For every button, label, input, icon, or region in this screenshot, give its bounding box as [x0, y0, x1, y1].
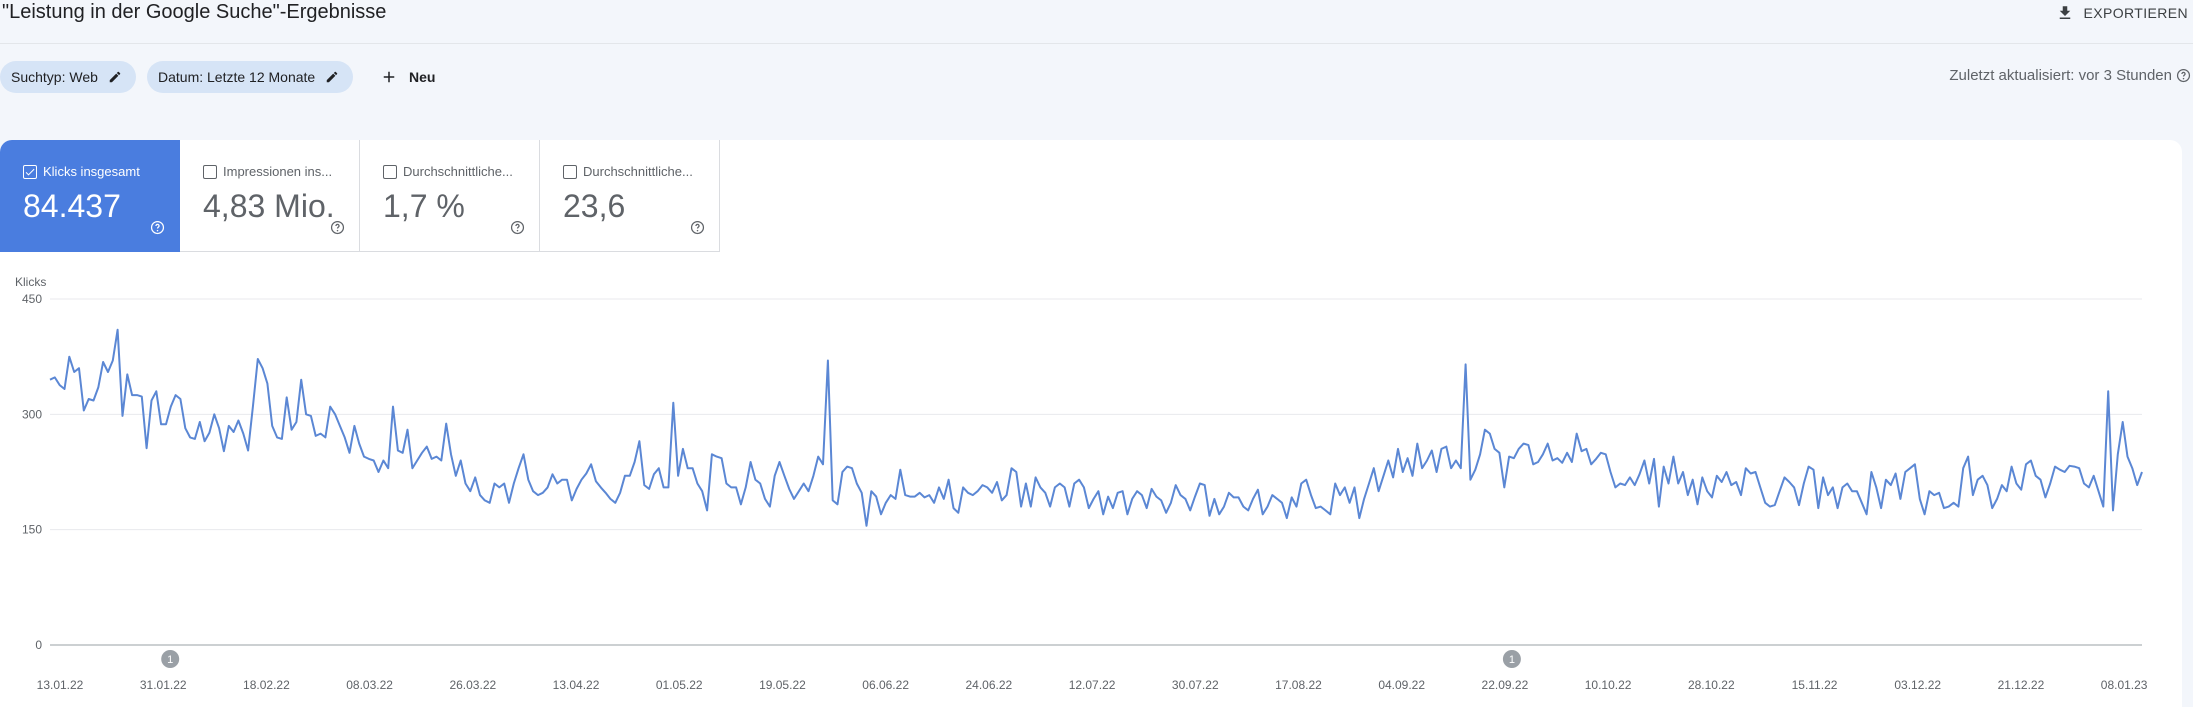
- metric-label: Klicks insgesamt: [43, 164, 140, 179]
- x-tick-label: 04.09.22: [1378, 678, 1425, 692]
- metric-header: Durchschnittliche...: [563, 164, 693, 179]
- x-tick-label: 15.11.22: [1792, 678, 1838, 692]
- help-circle-icon[interactable]: [2176, 68, 2191, 83]
- pencil-icon[interactable]: [325, 70, 339, 84]
- x-tick-label: 22.09.22: [1482, 678, 1529, 692]
- last-updated-text: Zuletzt aktualisiert: vor 3 Stunden: [1949, 67, 2172, 84]
- x-tick-label: 13.01.22: [37, 678, 84, 692]
- x-tick-label: 12.07.22: [1069, 678, 1116, 692]
- x-tick-label: 28.10.22: [1688, 678, 1735, 692]
- metric-value: 4,83 Mio.: [203, 188, 335, 224]
- last-updated: Zuletzt aktualisiert: vor 3 Stunden: [1949, 67, 2191, 84]
- x-tick-label: 08.03.22: [346, 678, 393, 692]
- plus-icon: [383, 71, 395, 83]
- x-tick-label: 24.06.22: [966, 678, 1013, 692]
- annotation-label: 1: [1509, 654, 1515, 666]
- add-filter-button[interactable]: Neu: [380, 61, 435, 93]
- export-button[interactable]: EXPORTIEREN: [2056, 1, 2189, 25]
- help-circle-icon[interactable]: [510, 220, 525, 235]
- y-tick-label: 450: [22, 292, 42, 306]
- checkbox-checked-icon[interactable]: [23, 164, 37, 179]
- x-tick-label: 06.06.22: [862, 678, 909, 692]
- performance-card: Klicks insgesamt 84.437 Impressionen ins…: [0, 140, 2182, 707]
- y-tick-label: 300: [22, 407, 42, 421]
- x-tick-label: 01.05.22: [656, 678, 703, 692]
- export-label: EXPORTIEREN: [2083, 5, 2188, 21]
- y-tick-label: 150: [22, 523, 42, 537]
- search-type-chip[interactable]: Suchtyp: Web: [0, 61, 136, 93]
- help-circle-icon[interactable]: [150, 220, 165, 235]
- date-range-chip[interactable]: Datum: Letzte 12 Monate: [147, 61, 354, 93]
- help-circle-icon[interactable]: [690, 220, 705, 235]
- add-filter-label: Neu: [409, 69, 436, 85]
- metric-header: Klicks insgesamt: [23, 164, 140, 179]
- x-tick-label: 03.12.22: [1894, 678, 1941, 692]
- metric-ctr[interactable]: Durchschnittliche... 1,7 %: [360, 140, 540, 252]
- x-tick-label: 21.12.22: [1998, 678, 2045, 692]
- y-tick-label: 0: [35, 638, 42, 652]
- clicks-series-line: [49, 328, 2143, 527]
- page-title: "Leistung in der Google Suche"-Ergebniss…: [2, 1, 387, 23]
- checkbox-unchecked-icon[interactable]: [383, 164, 397, 179]
- page-header: "Leistung in der Google Suche"-Ergebniss…: [0, 0, 2193, 44]
- y-axis-label: Klicks: [15, 275, 47, 289]
- metric-header: Durchschnittliche...: [383, 164, 513, 179]
- metric-value: 84.437: [23, 188, 121, 224]
- checkbox-unchecked-icon[interactable]: [203, 164, 217, 179]
- filter-bar: Suchtyp: Web Datum: Letzte 12 Monate Neu…: [0, 58, 2193, 94]
- x-tick-label: 26.03.22: [449, 678, 496, 692]
- x-tick-label: 30.07.22: [1172, 678, 1219, 692]
- metric-clicks[interactable]: Klicks insgesamt 84.437: [0, 140, 180, 252]
- download-icon: [2059, 6, 2070, 19]
- search-type-label: Suchtyp: Web: [11, 69, 98, 85]
- x-tick-label: 13.04.22: [553, 678, 600, 692]
- x-tick-label: 17.08.22: [1275, 678, 1322, 692]
- x-tick-label: 10.10.22: [1585, 678, 1632, 692]
- annotation-marker[interactable]: [161, 650, 180, 668]
- checkbox-unchecked-icon[interactable]: [563, 164, 577, 179]
- date-range-label: Datum: Letzte 12 Monate: [158, 69, 316, 85]
- chart-canvas[interactable]: 0 150 300 450 13.01.22 31.01.22 18.02.22 08.03.…: [0, 252, 2182, 707]
- pencil-icon[interactable]: [108, 70, 122, 84]
- metric-label: Durchschnittliche...: [403, 164, 513, 179]
- help-circle-icon[interactable]: [330, 220, 345, 235]
- metric-label: Durchschnittliche...: [583, 164, 693, 179]
- metric-value: 1,7 %: [383, 188, 465, 224]
- metric-position[interactable]: Durchschnittliche... 23,6: [540, 140, 720, 252]
- x-tick-label: 18.02.22: [243, 678, 290, 692]
- x-tick-label: 19.05.22: [759, 678, 806, 692]
- metric-header: Impressionen ins...: [203, 164, 332, 179]
- metric-value: 23,6: [563, 188, 626, 224]
- x-tick-label: 31.01.22: [140, 678, 187, 692]
- annotation-label: 1: [167, 654, 173, 666]
- annotation-marker[interactable]: [1502, 650, 1521, 668]
- metric-impressions[interactable]: Impressionen ins... 4,83 Mio.: [180, 140, 360, 252]
- metric-label: Impressionen ins...: [223, 164, 333, 179]
- x-tick-label: 08.01.23: [2101, 678, 2148, 692]
- clicks-chart: Klicks 0 150 300 450 13.01.22 31.01.22 18.02.2…: [0, 252, 2182, 707]
